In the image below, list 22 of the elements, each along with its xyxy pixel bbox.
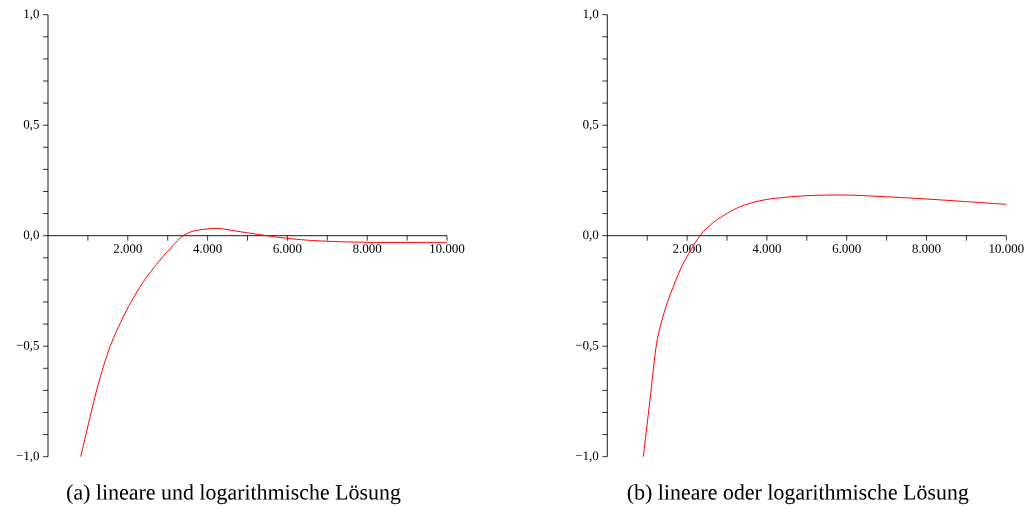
x-tick-label: 4.000 bbox=[193, 244, 222, 254]
y-tick-label: −0,5 bbox=[575, 340, 599, 352]
x-tick-label: 6.000 bbox=[832, 244, 861, 254]
y-tick-label: 1,0 bbox=[583, 9, 599, 20]
x-tick-label: 2.000 bbox=[673, 244, 702, 254]
y-tick-label: −1,0 bbox=[16, 451, 39, 463]
text: (a) lineare und logarithmische Lösung bbox=[67, 484, 401, 505]
y-tick-label: −0,5 bbox=[16, 340, 39, 352]
y-tick-label: 0,0 bbox=[583, 230, 599, 242]
y-tick-label: −1,0 bbox=[575, 451, 599, 463]
x-tick-label: 8.000 bbox=[353, 244, 382, 254]
y-tick-label: 0,5 bbox=[583, 119, 599, 131]
x-tick-label: 4.000 bbox=[752, 244, 781, 254]
y-tick-label: 0,0 bbox=[23, 230, 39, 242]
y-tick-label: 0,5 bbox=[23, 119, 39, 131]
x-tick-label: 10.000 bbox=[989, 244, 1024, 254]
y-tick-label: 1,0 bbox=[24, 9, 39, 20]
x-tick-label: 6.000 bbox=[273, 244, 302, 254]
x-tick-label: 10.000 bbox=[430, 244, 465, 254]
x-tick-label: 8.000 bbox=[912, 244, 941, 254]
text: (b) lineare oder logarithmische Lösung bbox=[627, 484, 969, 505]
x-tick-label: 2.000 bbox=[113, 244, 142, 254]
